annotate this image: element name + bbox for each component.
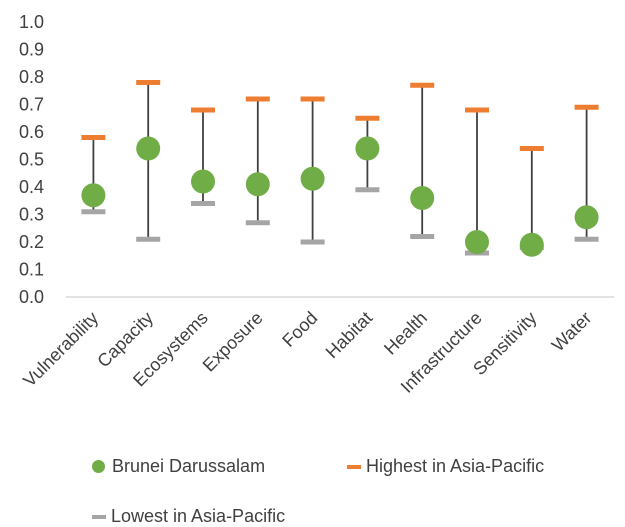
legend-marker-dash-grey — [92, 514, 106, 519]
lowest-marker — [191, 201, 215, 206]
lowest-marker — [574, 236, 599, 242]
brunei-point — [300, 166, 325, 191]
brunei-point — [136, 136, 161, 161]
legend-marker-dash-orange — [347, 464, 361, 469]
y-tick-label: 0.5 — [19, 150, 44, 170]
y-tick-label: 0.3 — [19, 205, 44, 225]
highest-marker — [465, 107, 489, 113]
brunei-point — [574, 205, 599, 230]
y-tick-label: 0.4 — [19, 177, 44, 197]
brunei-series — [81, 136, 599, 257]
y-tick-label: 0.8 — [19, 67, 44, 87]
brunei-point — [191, 169, 215, 194]
highest-series — [81, 80, 599, 151]
x-tick-label: Food — [278, 308, 321, 351]
lowest-marker — [300, 239, 325, 245]
lowest-marker — [355, 187, 380, 193]
y-tick-label: 0.9 — [19, 40, 44, 60]
chart-plot: 0.0 0.1 0.2 0.3 0.4 0.5 0.6 0.7 0.8 0.9 1.0 Vulner… — [19, 12, 614, 397]
y-tick-label: 0.2 — [19, 232, 44, 252]
y-tick-label: 0.7 — [19, 95, 44, 115]
lowest-marker — [81, 209, 106, 215]
legend-label-brunei: Brunei Darussalam — [112, 456, 266, 476]
highest-marker — [519, 146, 544, 151]
highest-marker — [355, 115, 380, 121]
highest-marker — [300, 96, 325, 102]
y-tick-label: 0.6 — [19, 122, 44, 142]
brunei-point — [465, 230, 489, 254]
brunei-point — [519, 232, 544, 257]
x-tick-label: Vulnerability — [19, 308, 102, 391]
legend-item-lowest: Lowest in Asia-Pacific — [92, 506, 285, 527]
brunei-point — [410, 186, 435, 210]
highest-marker — [81, 135, 106, 140]
legend-marker-circle — [92, 460, 105, 473]
highest-marker — [410, 82, 435, 88]
legend-label-highest: Highest in Asia-Pacific — [366, 456, 545, 476]
legend-item-brunei: Brunei Darussalam — [92, 456, 265, 477]
y-axis: 0.0 0.1 0.2 0.3 0.4 0.5 0.6 0.7 0.8 0.9 1.0 — [19, 12, 44, 307]
legend-label-lowest: Lowest in Asia-Pacific — [111, 506, 286, 526]
y-tick-label: 0.1 — [19, 260, 44, 280]
x-tick-label: Exposure — [199, 308, 267, 376]
x-tick-label: Health — [380, 308, 431, 359]
legend-item-highest: Highest in Asia-Pacific — [347, 456, 544, 477]
range-lines — [92, 82, 588, 253]
highest-marker — [574, 104, 599, 110]
x-tick-label: Habitat — [322, 308, 376, 362]
y-tick-label: 1.0 — [19, 12, 44, 32]
x-tick-label: Water — [548, 308, 596, 356]
y-tick-label: 0.0 — [19, 287, 44, 307]
lowest-marker — [410, 234, 435, 239]
brunei-point — [355, 136, 380, 161]
highest-marker — [136, 80, 161, 85]
brunei-point — [245, 172, 270, 197]
brunei-point — [81, 183, 106, 208]
legend: Brunei Darussalam Highest in Asia-Pacifi… — [0, 448, 625, 527]
lowest-marker — [245, 220, 270, 226]
highest-marker — [245, 96, 270, 102]
lowest-marker — [136, 236, 161, 242]
highest-marker — [191, 107, 215, 113]
